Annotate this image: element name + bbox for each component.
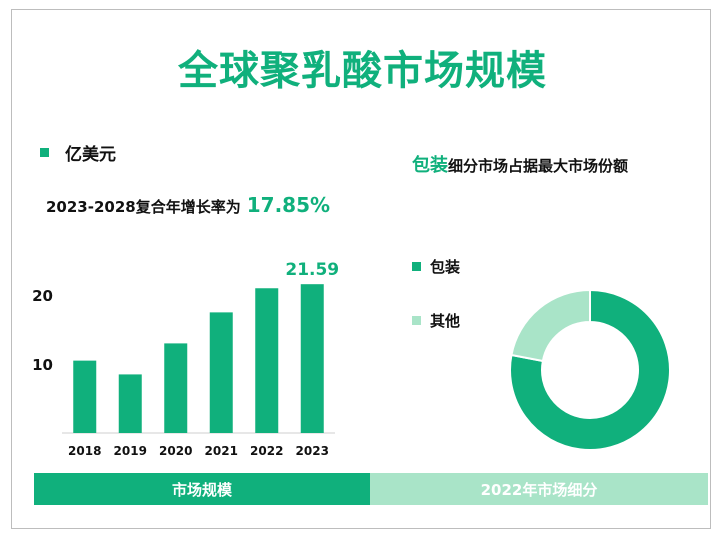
bar-2023 [300,284,324,433]
segment-heading: 包装细分市场占据最大市场份额 [412,148,682,184]
x-tick-label-2022: 2022 [250,444,283,458]
legend-swatch-packaging [412,262,421,271]
x-tick-label-2021: 2021 [205,444,238,458]
donut-slice-packaging [509,288,671,451]
legend-label-packaging: 包装 [430,258,461,276]
donut-slice-other [510,288,591,363]
legend-item-packaging: 包装 [412,256,460,277]
cagr-value: 17.85% [246,193,331,217]
x-tick-label-2020: 2020 [159,444,192,458]
x-tick-label-2018: 2018 [68,444,101,458]
segment-heading-text: 细分市场占据最大市场份额 [448,157,629,175]
page-title: 全球聚乳酸市场规模 [178,48,547,94]
bar-2019 [118,374,142,433]
unit-legend: 亿美元 [40,140,116,165]
cagr-label: 2023-2028复合年增长率为 [46,198,241,216]
segment-donut-chart [509,288,671,451]
bar-2021 [209,312,233,433]
unit-legend-swatch [40,148,49,157]
unit-label: 亿美元 [65,145,116,165]
y-tick-label-20: 20 [32,287,53,305]
cagr-line: 2023-2028复合年增长率为 17.85% [46,193,330,217]
bar-2022 [255,288,279,433]
bar-2018 [73,360,97,433]
legend-swatch-other [412,316,421,325]
segment-heading-accent: 包装 [412,155,448,176]
market-size-bar-chart: 10 20 2018 2019 2020 2021 2022 2023 21.59 [32,260,339,458]
bar-2020 [164,343,188,433]
footer-segmentation: 2022年市场细分 [370,473,708,505]
x-tick-label-2019: 2019 [114,444,147,458]
footer-market-size: 市场规模 [34,473,370,505]
y-tick-label-10: 10 [32,356,53,374]
legend-item-other: 其他 [412,310,460,331]
x-tick-label-2023: 2023 [296,444,329,458]
legend-label-other: 其他 [430,312,461,330]
data-label-2023: 21.59 [285,260,339,280]
